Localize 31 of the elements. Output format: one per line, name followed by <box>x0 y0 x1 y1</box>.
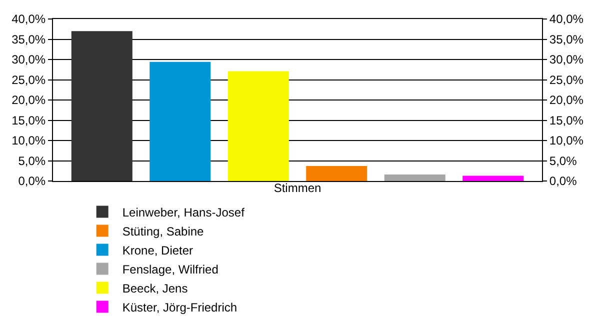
y-tick-label: 35,0% <box>12 32 46 46</box>
legend-label: Krone, Dieter <box>122 243 194 258</box>
bar <box>462 176 524 181</box>
y-tick-label: 20,0% <box>12 93 46 108</box>
bar <box>384 174 446 181</box>
bar <box>228 71 289 181</box>
legend-label: Fenslage, Wilfried <box>122 262 218 276</box>
y2-tick-label: 15,0% <box>549 113 584 128</box>
y2-tick-label: 10,0% <box>549 134 584 148</box>
y-tick-label: 30,0% <box>12 52 46 67</box>
y-tick-label: 25,0% <box>12 72 46 87</box>
y2-tick-label: 20,0% <box>549 93 584 108</box>
legend-label: Beeck, Jens <box>122 281 188 296</box>
legend-label: Stüting, Sabine <box>122 224 204 238</box>
bar <box>306 166 368 181</box>
y2-tick-label: 35,0% <box>549 32 584 46</box>
y2-tick-label: 40,0% <box>549 12 584 26</box>
y-tick-label: 5,0% <box>18 154 46 168</box>
y2-tick-label: 5,0% <box>549 154 578 168</box>
y2-tick-label: 0,0% <box>549 174 578 188</box>
x-axis-title: Stimmen <box>274 180 322 195</box>
bar <box>150 62 211 181</box>
y-tick-label: 40,0% <box>12 12 46 26</box>
bar <box>71 31 132 181</box>
y-tick-label: 0,0% <box>18 174 46 188</box>
y2-tick-label: 30,0% <box>549 52 584 67</box>
y-tick-label: 10,0% <box>12 134 46 148</box>
legend-label: Küster, Jörg-Friedrich <box>122 300 238 314</box>
y-tick-label: 15,0% <box>12 113 46 128</box>
legend-label: Leinweber, Hans-Josef <box>122 205 246 220</box>
y2-tick-label: 25,0% <box>549 72 584 87</box>
